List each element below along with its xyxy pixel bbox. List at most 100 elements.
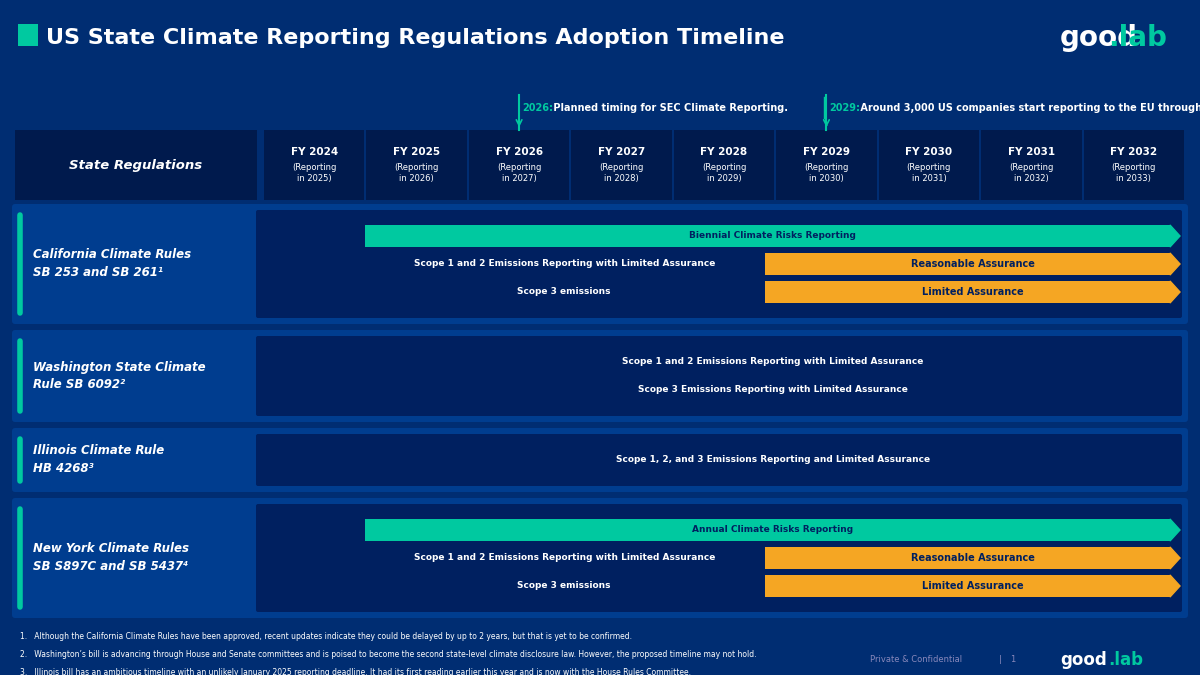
Text: Biennial Climate Risks Reporting: Biennial Climate Risks Reporting xyxy=(689,232,856,240)
FancyBboxPatch shape xyxy=(12,330,1188,422)
Bar xyxy=(764,575,1170,597)
Text: good: good xyxy=(1060,24,1138,52)
Polygon shape xyxy=(1170,351,1180,373)
Text: in 2030): in 2030) xyxy=(809,175,844,184)
Polygon shape xyxy=(1170,519,1180,541)
Text: in 2029): in 2029) xyxy=(707,175,742,184)
Text: in 2026): in 2026) xyxy=(400,175,434,184)
FancyBboxPatch shape xyxy=(256,336,1182,416)
Text: FY 2027: FY 2027 xyxy=(598,147,646,157)
Text: Scope 3 emissions: Scope 3 emissions xyxy=(517,581,611,591)
Bar xyxy=(366,547,763,569)
Text: (Reporting: (Reporting xyxy=(599,163,643,171)
Text: Around 3,000 US companies start reporting to the EU through CSRD: Around 3,000 US companies start reportin… xyxy=(858,103,1200,113)
Text: 3.   Illinois bill has an ambitious timeline with an unlikely January 2025 repor: 3. Illinois bill has an ambitious timeli… xyxy=(20,668,691,675)
Text: (Reporting: (Reporting xyxy=(907,163,952,171)
Polygon shape xyxy=(1170,281,1180,303)
Bar xyxy=(366,351,1170,373)
Text: Scope 1, 2, and 3 Emissions Reporting and Limited Assurance: Scope 1, 2, and 3 Emissions Reporting an… xyxy=(616,456,930,464)
Text: .lab: .lab xyxy=(1108,651,1142,669)
Text: (Reporting: (Reporting xyxy=(497,163,541,171)
Text: in 2032): in 2032) xyxy=(1014,175,1049,184)
Text: Scope 3 Emissions Reporting with Limited Assurance: Scope 3 Emissions Reporting with Limited… xyxy=(637,385,907,394)
Text: US State Climate Reporting Regulations Adoption Timeline: US State Climate Reporting Regulations A… xyxy=(46,28,785,48)
Text: FY 2024: FY 2024 xyxy=(290,147,338,157)
Text: in 2028): in 2028) xyxy=(604,175,638,184)
Bar xyxy=(366,130,467,200)
Text: Reasonable Assurance: Reasonable Assurance xyxy=(911,553,1034,563)
Text: Limited Assurance: Limited Assurance xyxy=(922,581,1024,591)
Bar xyxy=(366,379,1170,401)
Bar xyxy=(18,24,38,46)
Bar xyxy=(469,130,569,200)
FancyBboxPatch shape xyxy=(256,210,1182,318)
Text: Scope 1 and 2 Emissions Reporting with Limited Assurance: Scope 1 and 2 Emissions Reporting with L… xyxy=(414,259,715,269)
FancyBboxPatch shape xyxy=(12,204,1188,324)
Text: (Reporting: (Reporting xyxy=(1111,163,1156,171)
Text: good: good xyxy=(1060,651,1106,669)
Text: .lab: .lab xyxy=(1108,24,1166,52)
Text: Washington State Climate
Rule SB 6092²: Washington State Climate Rule SB 6092² xyxy=(34,360,205,392)
Text: FY 2028: FY 2028 xyxy=(701,147,748,157)
FancyBboxPatch shape xyxy=(12,428,1188,492)
FancyBboxPatch shape xyxy=(256,434,1182,486)
Text: 1.   Although the California Climate Rules have been approved, recent updates in: 1. Although the California Climate Rules… xyxy=(20,632,632,641)
Text: Limited Assurance: Limited Assurance xyxy=(922,287,1024,297)
Bar xyxy=(673,130,774,200)
FancyBboxPatch shape xyxy=(256,504,1182,612)
Text: FY 2026: FY 2026 xyxy=(496,147,542,157)
Bar xyxy=(776,130,877,200)
Text: FY 2029: FY 2029 xyxy=(803,147,850,157)
Text: FY 2031: FY 2031 xyxy=(1008,147,1055,157)
Text: (Reporting: (Reporting xyxy=(702,163,746,171)
Text: California Climate Rules
SB 253 and SB 261¹: California Climate Rules SB 253 and SB 2… xyxy=(34,248,191,279)
Text: FY 2030: FY 2030 xyxy=(905,147,953,157)
Text: Scope 1 and 2 Emissions Reporting with Limited Assurance: Scope 1 and 2 Emissions Reporting with L… xyxy=(414,554,715,562)
Bar xyxy=(264,130,365,200)
Text: in 2033): in 2033) xyxy=(1116,175,1151,184)
Bar xyxy=(764,547,1170,569)
Text: in 2025): in 2025) xyxy=(296,175,331,184)
Text: (Reporting: (Reporting xyxy=(1009,163,1054,171)
Bar xyxy=(14,130,257,200)
Text: Illinois Climate Rule
HB 4268³: Illinois Climate Rule HB 4268³ xyxy=(34,445,164,475)
Bar xyxy=(366,281,763,303)
Bar xyxy=(366,253,763,275)
Text: in 2031): in 2031) xyxy=(912,175,947,184)
Polygon shape xyxy=(1170,253,1180,275)
Bar xyxy=(982,130,1081,200)
Text: Annual Climate Risks Reporting: Annual Climate Risks Reporting xyxy=(692,526,853,535)
Text: FY 2025: FY 2025 xyxy=(394,147,440,157)
Polygon shape xyxy=(1170,449,1180,471)
Polygon shape xyxy=(1170,547,1180,569)
Text: 1: 1 xyxy=(1010,655,1015,664)
Text: State Regulations: State Regulations xyxy=(70,159,203,171)
Text: (Reporting: (Reporting xyxy=(395,163,439,171)
FancyBboxPatch shape xyxy=(12,498,1188,618)
Bar xyxy=(366,575,763,597)
Text: 2026:: 2026: xyxy=(522,103,553,113)
Text: New York Climate Rules
SB S897C and SB 5437⁴: New York Climate Rules SB S897C and SB 5… xyxy=(34,543,190,574)
Polygon shape xyxy=(1170,575,1180,597)
Bar xyxy=(366,449,1170,471)
Text: Scope 3 emissions: Scope 3 emissions xyxy=(517,288,611,296)
Text: 2.   Washington’s bill is advancing through House and Senate committees and is p: 2. Washington’s bill is advancing throug… xyxy=(20,650,756,659)
Text: Reasonable Assurance: Reasonable Assurance xyxy=(911,259,1034,269)
Text: Private & Confidential: Private & Confidential xyxy=(870,655,962,664)
Bar xyxy=(366,519,1170,541)
Text: 2029:: 2029: xyxy=(829,103,860,113)
Bar xyxy=(1084,130,1184,200)
Bar xyxy=(366,225,1170,247)
Bar xyxy=(878,130,979,200)
Text: FY 2032: FY 2032 xyxy=(1110,147,1157,157)
Text: Planned timing for SEC Climate Reporting.: Planned timing for SEC Climate Reporting… xyxy=(550,103,788,113)
Text: |: | xyxy=(998,655,1002,664)
Polygon shape xyxy=(1170,379,1180,401)
Bar xyxy=(571,130,672,200)
Text: in 2027): in 2027) xyxy=(502,175,536,184)
Bar xyxy=(764,253,1170,275)
Polygon shape xyxy=(1170,225,1180,247)
Text: (Reporting: (Reporting xyxy=(804,163,848,171)
Bar xyxy=(764,281,1170,303)
Text: Scope 1 and 2 Emissions Reporting with Limited Assurance: Scope 1 and 2 Emissions Reporting with L… xyxy=(622,358,924,367)
